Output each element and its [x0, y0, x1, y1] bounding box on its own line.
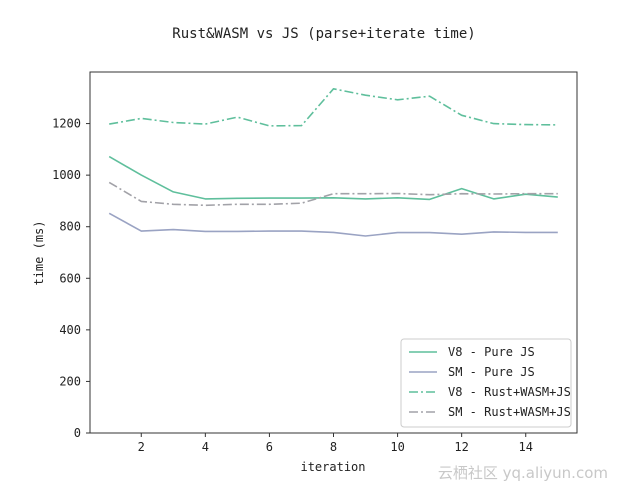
legend-label-4: SM - Rust+WASM+JS — [448, 405, 571, 419]
x-tick-label: 14 — [519, 440, 533, 454]
x-tick-label: 6 — [266, 440, 273, 454]
y-tick-label: 0 — [74, 426, 81, 440]
watermark: 云栖社区 yq.aliyun.com — [438, 464, 608, 482]
y-tick-label: 1200 — [52, 117, 81, 131]
plot-lines — [108, 88, 558, 237]
y-tick-label: 1000 — [52, 168, 81, 182]
legend-label-1: V8 - Pure JS — [448, 345, 535, 359]
legend-box — [400, 338, 572, 428]
y-tick-label: 200 — [59, 374, 81, 388]
series-line-2 — [108, 212, 558, 237]
x-tick-label: 12 — [454, 440, 468, 454]
legend-label-2: SM - Pure JS — [448, 365, 535, 379]
series-line-4 — [108, 181, 558, 207]
x-axis-label: iteration — [300, 460, 365, 474]
y-tick-label: 800 — [59, 220, 81, 234]
y-axis-label: time (ms) — [32, 220, 46, 285]
y-axis-ticks: 0 200 400 600 800 1000 1200 — [52, 117, 90, 440]
x-axis-ticks: 2 4 6 8 10 12 14 — [138, 433, 533, 454]
x-tick-label: 4 — [202, 440, 209, 454]
y-tick-label: 600 — [59, 271, 81, 285]
legend-label-3: V8 - Rust+WASM+JS — [448, 385, 571, 399]
x-tick-label: 2 — [138, 440, 145, 454]
y-tick-label: 400 — [59, 323, 81, 337]
chart-title: Rust&WASM vs JS (parse+iterate time) — [172, 26, 475, 42]
x-tick-label: 8 — [330, 440, 337, 454]
legend: V8 - Pure JS SM - Pure JS V8 - Rust+WASM+J… — [400, 338, 572, 428]
x-tick-label: 10 — [390, 440, 404, 454]
series-line-3 — [109, 88, 558, 127]
series-line-1 — [108, 155, 558, 201]
